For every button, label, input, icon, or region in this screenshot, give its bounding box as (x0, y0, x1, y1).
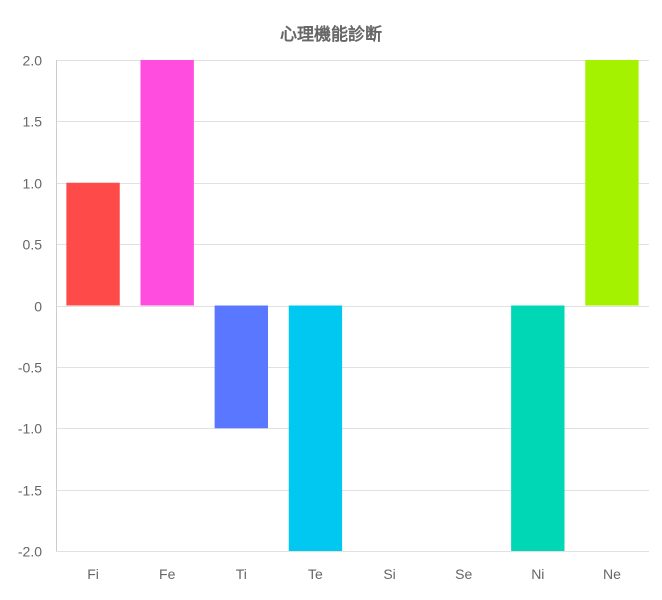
chart-title: 心理機能診断 (280, 24, 382, 45)
x-tick-label: Ne (603, 566, 621, 582)
bar-te[interactable] (288, 305, 343, 552)
bar-ni[interactable] (511, 305, 565, 552)
y-tick-label: 0.5 (23, 237, 43, 253)
y-tick-label: 2.0 (23, 53, 43, 69)
bars (66, 60, 639, 552)
x-tick-label: Te (308, 566, 323, 582)
y-tick-label: -1.0 (18, 421, 42, 437)
y-tick-label: 1.0 (23, 176, 43, 192)
y-axis-ticks: 2.0 1.5 1.0 0.5 0 -0.5 -1.0 -1.5 -2.0 (18, 53, 42, 560)
y-tick-label: -1.5 (18, 483, 42, 499)
bar-ne[interactable] (585, 60, 639, 306)
x-tick-label: Ti (236, 566, 247, 582)
bar-fe[interactable] (140, 60, 194, 306)
x-axis-ticks: Fi Fe Ti Te Si Se Ni Ne (87, 566, 621, 582)
y-tick-label: 1.5 (23, 114, 43, 130)
x-tick-label: Fi (87, 566, 99, 582)
y-tick-label: -2.0 (18, 544, 42, 560)
y-tick-label: 0 (34, 299, 42, 315)
x-tick-label: Si (383, 566, 395, 582)
x-tick-label: Se (455, 566, 472, 582)
x-tick-label: Ni (531, 566, 544, 582)
bar-fi[interactable] (66, 182, 120, 306)
x-tick-label: Fe (159, 566, 176, 582)
bar-ti[interactable] (214, 305, 268, 429)
y-tick-label: -0.5 (18, 360, 42, 376)
